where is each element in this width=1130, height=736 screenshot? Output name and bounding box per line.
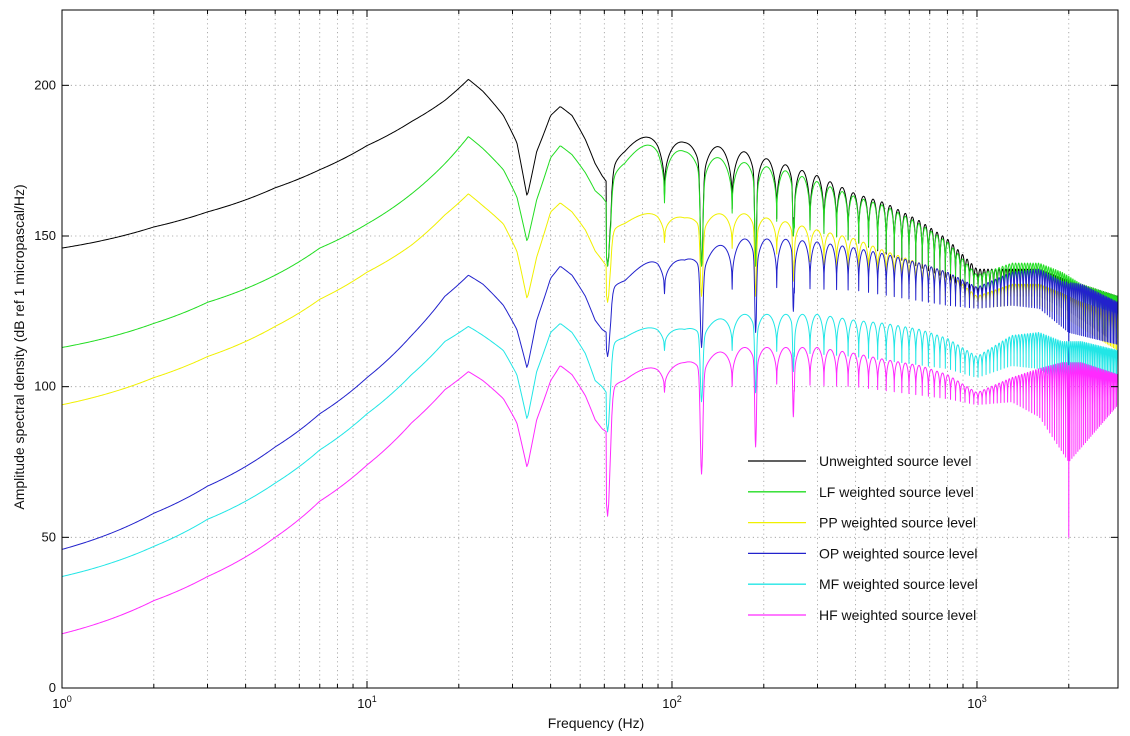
series-line <box>61 347 1119 635</box>
series-line <box>61 78 1119 345</box>
series-line <box>61 238 1119 550</box>
legend-label: HF weighted source level <box>819 607 976 623</box>
x-axis-label: Frequency (Hz) <box>548 715 644 731</box>
y-tick-label: 50 <box>42 529 56 544</box>
x-tick-exponent: 1 <box>372 694 377 704</box>
series-layer <box>61 78 1119 635</box>
x-tick-label: 102 <box>662 694 681 711</box>
legend-label: Unweighted source level <box>819 453 972 469</box>
plot-frame <box>61 9 1119 689</box>
x-tick-exponent: 3 <box>982 694 987 704</box>
y-tick-label: 100 <box>34 379 56 394</box>
x-tick-label: 100 <box>52 694 71 711</box>
legend-label: OP weighted source level <box>819 545 978 561</box>
x-tick-exponent: 2 <box>677 694 682 704</box>
series-line <box>61 313 1119 577</box>
legend-label: MF weighted source level <box>819 576 978 592</box>
series-line <box>61 193 1119 406</box>
y-tick-label: 0 <box>49 680 56 695</box>
legend-label: LF weighted source level <box>819 484 974 500</box>
x-tick-label: 103 <box>967 694 986 711</box>
x-tick-exponent: 0 <box>67 694 72 704</box>
y-tick-label: 150 <box>34 228 56 243</box>
legend-label: PP weighted source level <box>819 515 976 531</box>
y-axis-label: Amplitude spectral density (dB ref 1 mic… <box>11 184 27 509</box>
y-tick-label: 200 <box>34 77 56 92</box>
x-tick-label: 101 <box>357 694 376 711</box>
legend: Unweighted source level LF weighted sourc… <box>748 453 978 623</box>
series-line <box>61 136 1119 348</box>
